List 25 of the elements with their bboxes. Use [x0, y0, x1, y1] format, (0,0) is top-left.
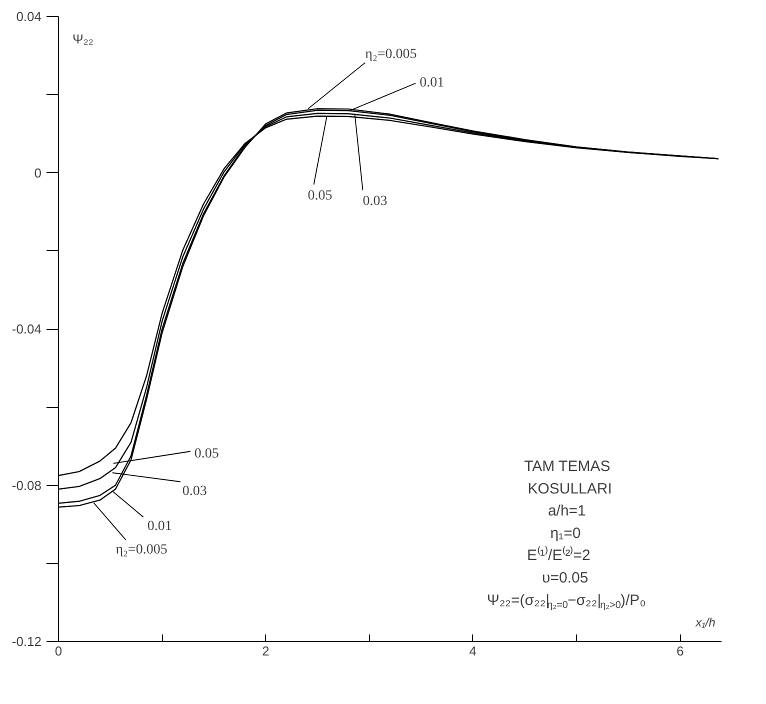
y-tick-label: 0.04 — [16, 9, 42, 24]
annotation: 0.01 — [420, 75, 444, 90]
annotation: 0.05 — [194, 446, 219, 462]
annotation: υ=0.05 — [542, 570, 588, 586]
y-tick-label: -0.04 — [12, 322, 42, 336]
annotation: KOSULLARI — [528, 480, 612, 498]
annotation: η₂=0.005 — [116, 542, 168, 558]
annotation: a/h=1 — [548, 502, 586, 520]
x-tick-label: 6 — [676, 644, 684, 658]
x-tick-label: 0 — [54, 644, 62, 658]
y-tick-label: -0.08 — [12, 478, 42, 493]
annotation: 0.05 — [308, 188, 332, 204]
x-tick-label: 4 — [469, 644, 476, 658]
y-tick-label: 0 — [34, 165, 42, 180]
y-axis-title: Ψ₂₂ — [72, 32, 94, 46]
x-axis-title: x₁/h — [694, 616, 716, 630]
annotation: η₂=0.005 — [365, 47, 417, 62]
annotation: TAM TEMAS — [524, 458, 610, 475]
annotation: 0.03 — [182, 484, 207, 499]
annotation: 0.01 — [147, 519, 172, 534]
annotation: E⁽¹⁾/E⁽²⁾=2 — [527, 546, 590, 564]
x-tick-label: 2 — [262, 644, 270, 658]
annotation: η₁=0 — [550, 524, 581, 542]
y-tick-label: -0.12 — [12, 634, 42, 649]
annotation: 0.03 — [362, 194, 388, 210]
